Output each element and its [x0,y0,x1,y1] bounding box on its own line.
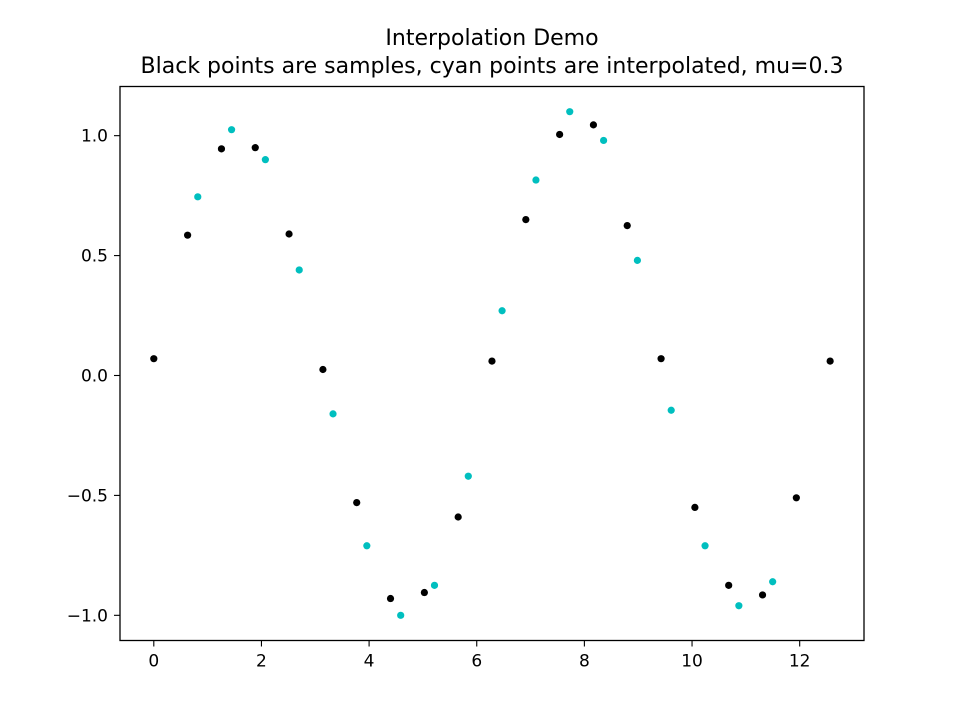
interpolated-point [600,136,608,145]
x-tick-label: 2 [256,652,267,672]
sample-point [758,591,767,599]
x-tick-label: 12 [789,652,811,672]
sample-point [556,130,564,139]
sample-point [285,230,293,238]
data-points [150,108,834,619]
sample-point [589,121,598,129]
sample-point [217,145,226,153]
interpolated-point [566,108,574,116]
axis-ticks: 0 2 4 6 8 10 12 −1.0 −0.5 0.0 0.5 1.0 [67,127,811,672]
chart-title: Interpolation Demo [385,26,598,51]
interpolated-point [769,578,777,586]
sample-point [353,498,361,507]
interpolated-point [261,156,269,164]
interpolated-point [194,193,202,201]
interpolated-point [667,406,675,414]
interpolated-point [363,542,371,550]
interpolated-point [633,256,642,264]
interpolated-point [498,307,506,315]
y-tick-label: −1.0 [67,606,108,626]
x-tick-label: 4 [364,652,375,672]
sample-point [623,221,631,230]
interpolated-point [464,472,472,480]
sample-point [454,513,462,521]
x-tick-label: 6 [471,652,482,672]
sample-point [826,357,834,365]
interpolated-point [329,410,337,418]
sample-point [386,594,395,603]
sample-point [319,365,327,374]
sample-point [420,588,428,597]
sample-point [725,581,733,589]
sample-point [251,144,259,152]
x-tick-label: 0 [148,652,159,672]
sample-point [522,216,530,224]
sample-point [657,355,665,363]
interpolated-point [735,602,743,610]
interpolated-point [532,176,540,184]
sample-point [691,503,699,511]
chart-subtitle: Black points are samples, cyan points ar… [141,54,844,79]
interpolated-point [397,611,405,619]
sample-point [184,231,192,239]
plot-area-frame [119,85,865,642]
interpolated-point [227,126,236,134]
interpolated-point [430,581,439,589]
y-tick-label: 1.0 [81,127,108,147]
x-tick-label: 10 [681,652,703,672]
y-tick-label: 0.5 [81,247,108,267]
interpolated-point [295,266,303,274]
y-tick-label: 0.0 [81,366,108,386]
y-tick-label: −0.5 [67,486,108,506]
sample-point [150,355,158,363]
sample-point [488,357,496,365]
interpolated-point [701,542,709,550]
sample-point [792,494,800,502]
x-tick-label: 8 [579,652,590,672]
